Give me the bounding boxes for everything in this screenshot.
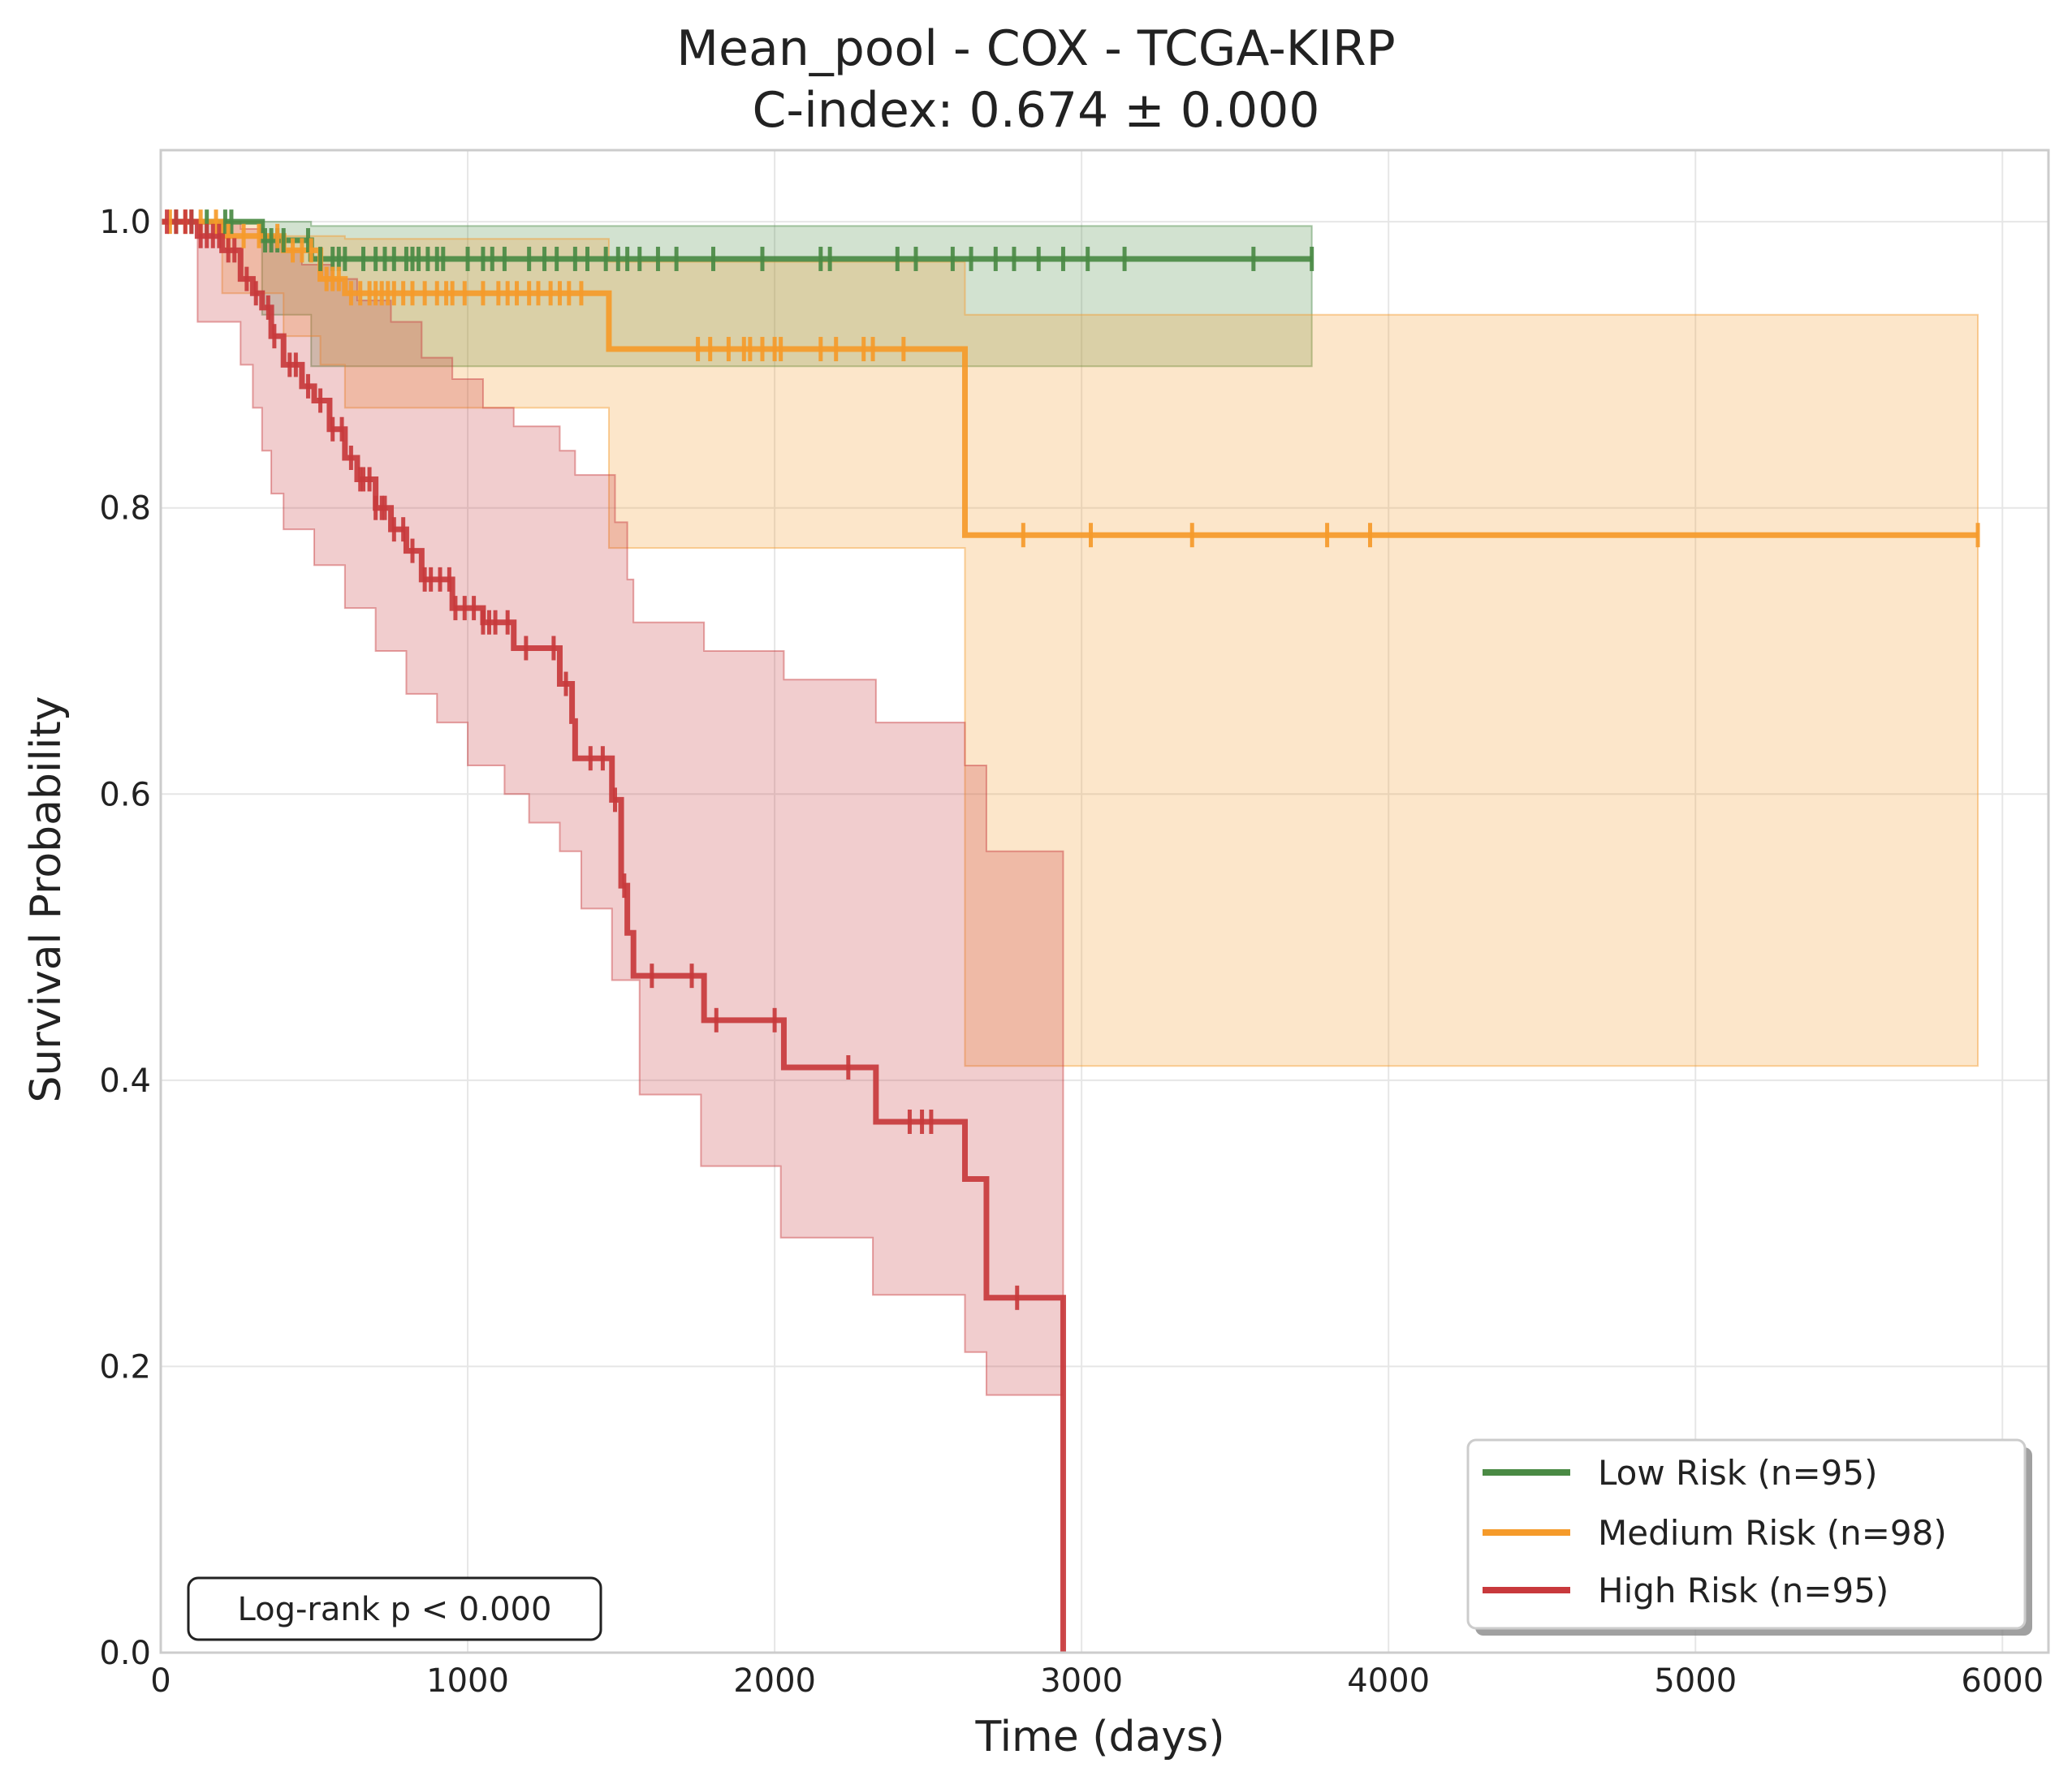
chart-subtitle: C-index: 0.674 ± 0.000 — [753, 82, 1320, 139]
x-axis-label: Time (days) — [974, 1713, 1224, 1761]
censor-marks — [165, 209, 1980, 1310]
x-tick-label: 3000 — [1040, 1662, 1123, 1700]
y-tick-label: 1.0 — [99, 204, 151, 241]
legend-entry-high-risk: High Risk (n=95) — [1483, 1571, 1889, 1610]
y-tick-label: 0.8 — [99, 490, 151, 528]
legend-entry-medium-risk: Medium Risk (n=98) — [1483, 1513, 1947, 1553]
x-tick-label: 5000 — [1654, 1662, 1737, 1700]
chart-title: Mean_pool - COX - TCGA-KIRP — [676, 20, 1395, 77]
x-tick-label: 4000 — [1347, 1662, 1430, 1700]
survival-curve-low-risk — [161, 218, 1312, 262]
annotation-box — [187, 1576, 602, 1641]
x-tick-label: 6000 — [1961, 1662, 2044, 1700]
x-tick-label: 1000 — [426, 1662, 509, 1700]
x-tick-label: 2000 — [733, 1662, 816, 1700]
legend-frame — [1466, 1438, 2027, 1630]
legend-entry-low-risk: Low Risk (n=95) — [1483, 1453, 1878, 1493]
y-axis-label: Survival Probability — [22, 696, 71, 1102]
plot-frame — [159, 149, 2050, 1654]
logrank-annotation-text: Log-rank p < 0.000 — [238, 1591, 552, 1628]
x-tick-label: 0 — [150, 1662, 171, 1700]
legend-label-medium-risk: Medium Risk (n=98) — [1598, 1513, 1947, 1553]
y-tick-label: 0.0 — [99, 1635, 151, 1672]
logrank-annotation: Log-rank p < 0.000 — [187, 1576, 602, 1641]
y-tick-label: 0.4 — [99, 1063, 151, 1100]
legend: Low Risk (n=95) Medium Risk (n=98) High … — [1466, 1438, 2032, 1636]
ci-band-medium-risk — [161, 221, 1979, 1067]
axis-tick-labels: 0 1000 2000 3000 4000 5000 6000 0.0 0.2 0.4 0.6 0.8… — [99, 204, 2044, 1700]
legend-label-low-risk: Low Risk (n=95) — [1598, 1453, 1878, 1493]
y-tick-label: 0.6 — [99, 776, 151, 813]
legend-label-high-risk: High Risk (n=95) — [1598, 1571, 1889, 1610]
y-tick-label: 0.2 — [99, 1348, 151, 1386]
